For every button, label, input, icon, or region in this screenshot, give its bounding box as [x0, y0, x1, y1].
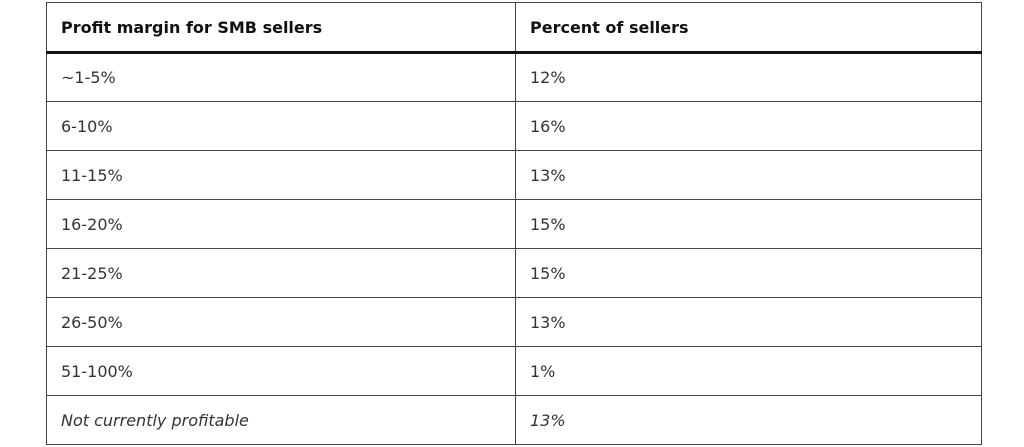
table-row: 51-100% 1% [46, 346, 982, 396]
table-cell: 26-50% [46, 297, 516, 347]
table-row: 21-25% 15% [46, 248, 982, 298]
table-row: 11-15% 13% [46, 150, 982, 200]
table-cell: 51-100% [46, 346, 516, 396]
table-cell: 15% [515, 248, 982, 298]
table-cell: 13% [515, 395, 982, 445]
header-cell: Profit margin for SMB sellers [46, 2, 516, 54]
table-cell: 15% [515, 199, 982, 249]
table-row: 26-50% 13% [46, 297, 982, 347]
table-row: 16-20% 15% [46, 199, 982, 249]
table-cell: ~1-5% [46, 52, 516, 102]
table-cell: 16-20% [46, 199, 516, 249]
table-cell: 21-25% [46, 248, 516, 298]
table-cell: 16% [515, 101, 982, 151]
table-cell: 1% [515, 346, 982, 396]
table-cell: 6-10% [46, 101, 516, 151]
table: Profit margin for SMB sellers Percent of… [46, 2, 982, 445]
table-cell: 13% [515, 297, 982, 347]
table-body: ~1-5% 12% 6-10% 16% 11-15% 13% 16-20% 15% 21-25%… [46, 52, 982, 445]
table-head: Profit margin for SMB sellers Percent of… [46, 2, 982, 54]
table-cell: Not currently profitable [46, 395, 516, 445]
header-cell: Percent of sellers [515, 2, 982, 54]
table-cell: 11-15% [46, 150, 516, 200]
table-row: Not currently profitable 13% [46, 395, 982, 445]
table-cell: 12% [515, 52, 982, 102]
table-row: ~1-5% 12% [46, 52, 982, 102]
table-container: Profit margin for SMB sellers Percent of… [46, 2, 982, 445]
table-cell: 13% [515, 150, 982, 200]
table-row: 6-10% 16% [46, 101, 982, 151]
header-row: Profit margin for SMB sellers Percent of… [46, 2, 982, 54]
